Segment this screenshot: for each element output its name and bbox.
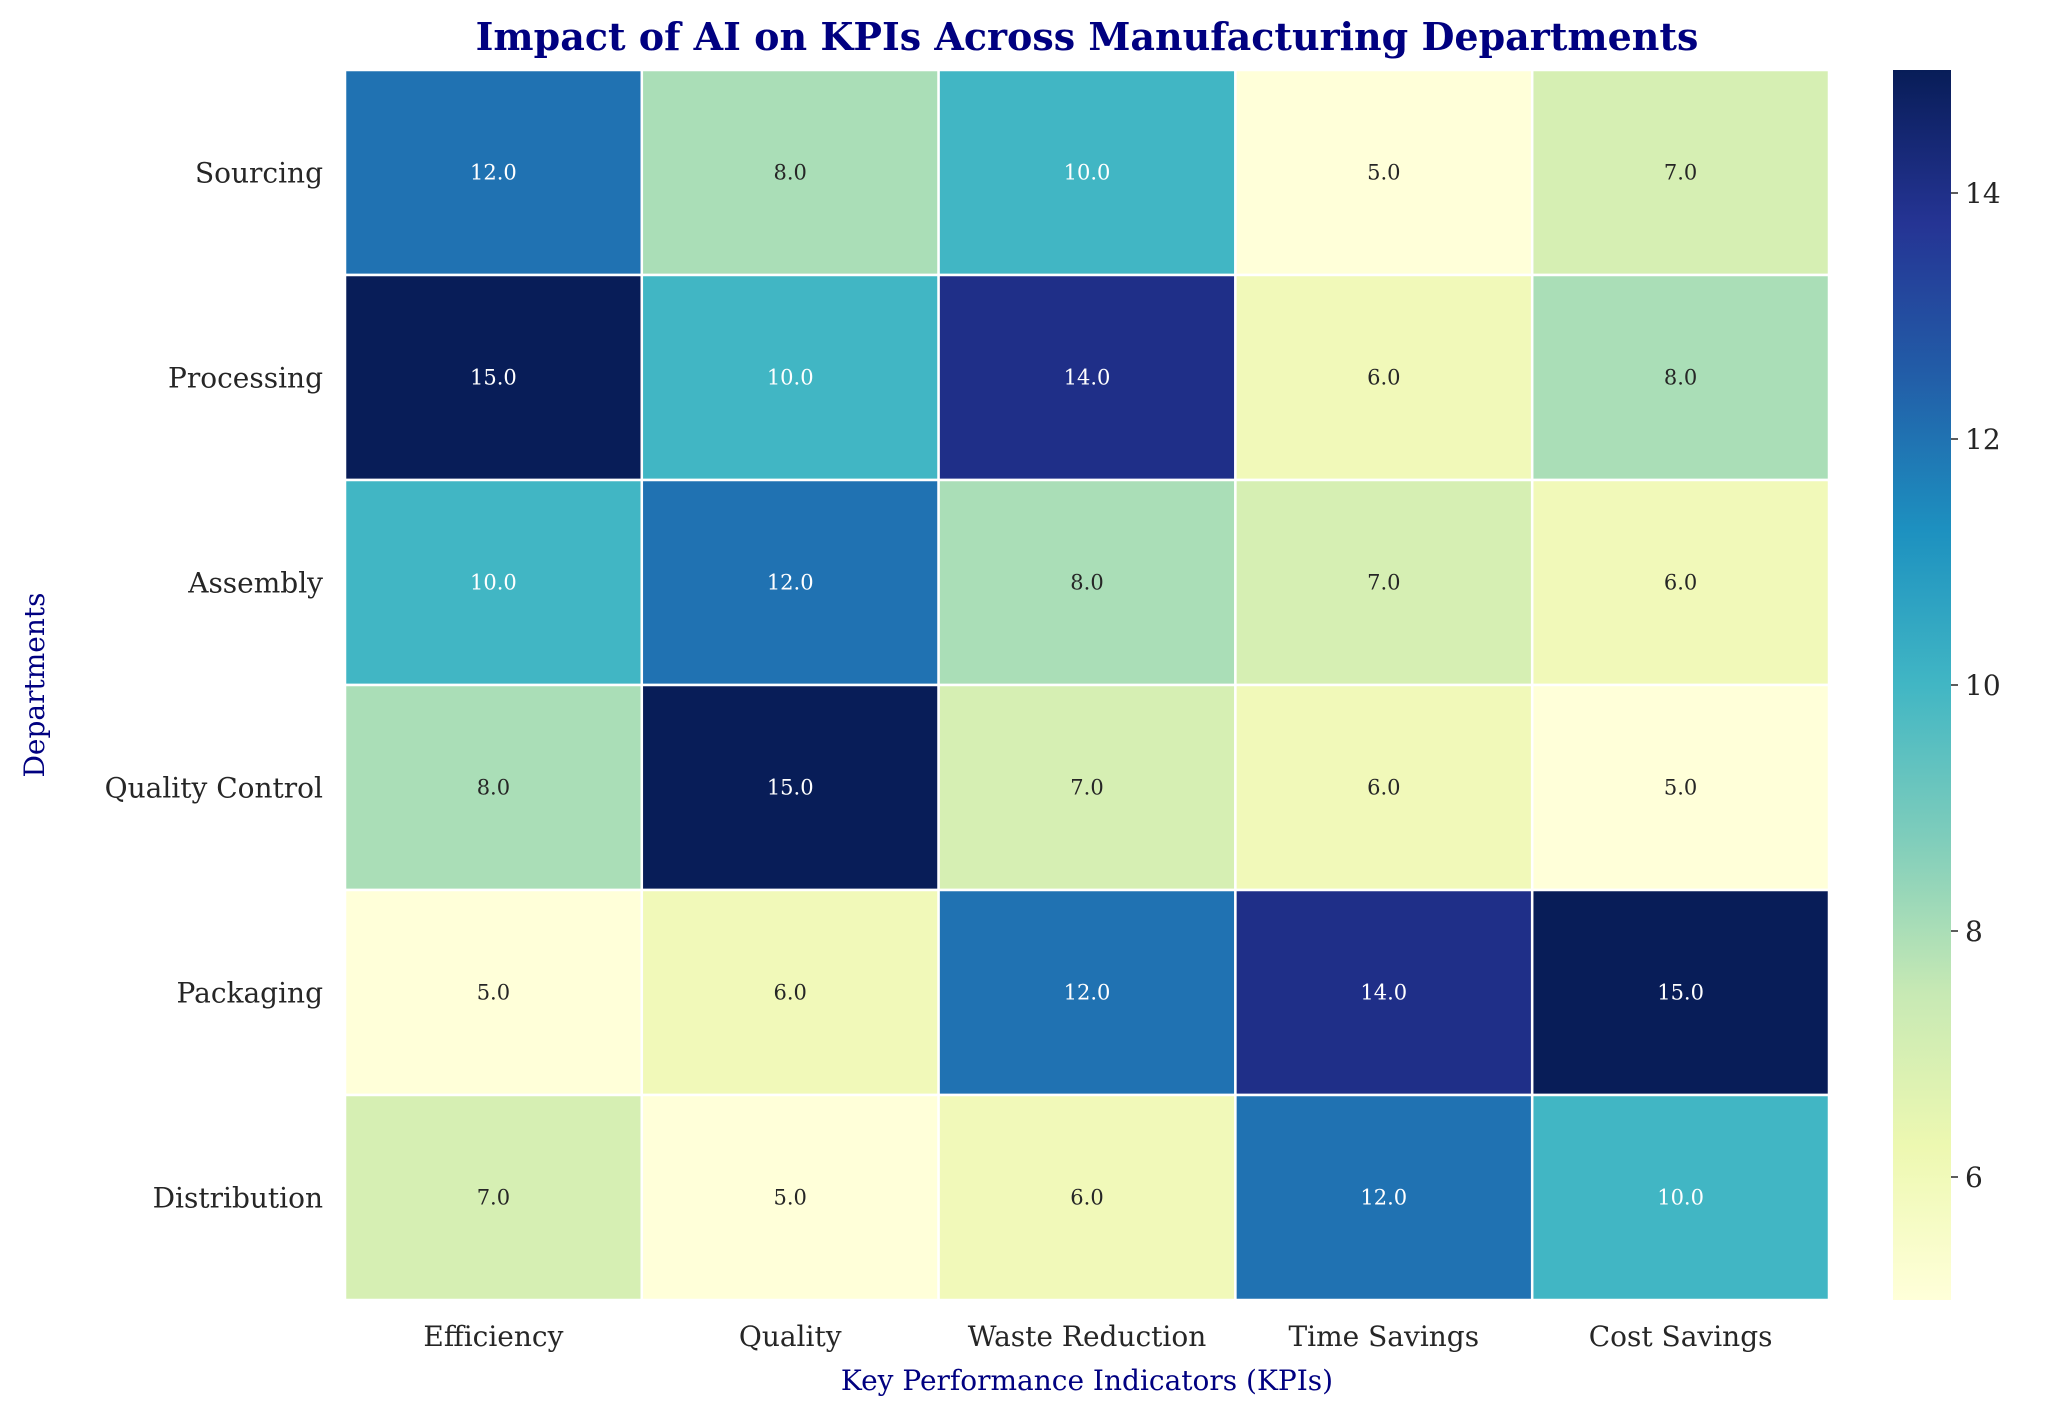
cell-label: 12.0 <box>1360 1186 1407 1210</box>
cell-label: 7.0 <box>1664 161 1697 185</box>
y-tick-label: Sourcing <box>195 157 323 190</box>
chart-title: Impact of AI on KPIs Across Manufacturin… <box>475 14 1699 59</box>
heatmap-cell <box>640 478 940 687</box>
cell-label: 6.0 <box>1367 366 1400 390</box>
heatmap-cell <box>1234 888 1534 1097</box>
x-tick-label: Efficiency <box>423 1320 563 1353</box>
cell-label: 8.0 <box>1664 366 1697 390</box>
cell-label: 5.0 <box>1367 161 1400 185</box>
cell-label: 12.0 <box>470 161 517 185</box>
heatmap-cell <box>937 683 1237 892</box>
heatmap-cell <box>343 68 644 277</box>
cell-label: 12.0 <box>767 571 814 595</box>
colorbar-tick-label: 6 <box>1965 1161 1983 1194</box>
heatmap-cell <box>1234 68 1534 277</box>
heatmap-cell <box>1530 888 1831 1097</box>
y-tick-label: Distribution <box>153 1182 323 1215</box>
cell-label: 6.0 <box>1664 571 1697 595</box>
y-axis-label: Departments <box>18 592 51 777</box>
x-axis-label: Key Performance Indicators (KPIs) <box>841 1364 1333 1397</box>
cell-label: 6.0 <box>1367 776 1400 800</box>
heatmap-cell <box>640 273 940 482</box>
heatmap-cell <box>937 478 1237 687</box>
heatmap-cell <box>640 888 940 1097</box>
heatmap-cell <box>343 888 644 1097</box>
cell-label: 14.0 <box>1064 366 1111 390</box>
heatmap-cell <box>937 273 1237 482</box>
colorbar-tick-label: 14 <box>1965 177 2001 210</box>
cell-label: 5.0 <box>1664 776 1697 800</box>
cell-label: 15.0 <box>470 366 517 390</box>
colorbar-tick-label: 12 <box>1965 423 2001 456</box>
heatmap-cell <box>343 683 644 892</box>
y-tick-label: Processing <box>168 362 323 395</box>
cell-label: 5.0 <box>477 981 510 1005</box>
x-tick-label: Quality <box>739 1320 842 1353</box>
cell-label: 15.0 <box>767 776 814 800</box>
heatmap-cell <box>1234 1093 1534 1302</box>
cell-label: 6.0 <box>1070 1186 1103 1210</box>
y-tick-label: Assembly <box>187 567 323 600</box>
cell-label: 10.0 <box>470 571 517 595</box>
cell-label: 5.0 <box>773 1186 806 1210</box>
cell-label: 12.0 <box>1064 981 1111 1005</box>
cell-label: 6.0 <box>773 981 806 1005</box>
cell-label: 8.0 <box>1070 571 1103 595</box>
colorbar-tick-label: 10 <box>1965 669 2001 702</box>
heatmap-cell <box>1234 478 1534 687</box>
cell-label: 14.0 <box>1360 981 1407 1005</box>
heatmap-cell <box>343 1093 644 1302</box>
cell-label: 7.0 <box>1070 776 1103 800</box>
heatmap-cell <box>1530 1093 1831 1302</box>
x-tick-label: Cost Savings <box>1589 1320 1773 1353</box>
cell-label: 15.0 <box>1657 981 1704 1005</box>
heatmap-cell <box>640 68 940 277</box>
cell-label: 8.0 <box>477 776 510 800</box>
x-tick-label: Time Savings <box>1288 1320 1479 1353</box>
y-tick-label: Quality Control <box>105 772 323 805</box>
x-tick-label: Waste Reduction <box>968 1320 1207 1353</box>
heatmap-cell <box>1530 683 1831 892</box>
cell-label: 8.0 <box>773 161 806 185</box>
y-tick-label: Packaging <box>177 977 324 1010</box>
heatmap-cell <box>1234 683 1534 892</box>
cell-label: 10.0 <box>767 366 814 390</box>
heatmap-cell <box>1530 273 1831 482</box>
heatmap-cell <box>937 888 1237 1097</box>
cell-label: 10.0 <box>1064 161 1111 185</box>
heatmap-cell <box>1234 273 1534 482</box>
cell-label: 7.0 <box>477 1186 510 1210</box>
colorbar-tick-label: 8 <box>1965 915 1983 948</box>
cell-label: 10.0 <box>1657 1186 1704 1210</box>
heatmap-cell <box>937 68 1237 277</box>
cell-label: 7.0 <box>1367 571 1400 595</box>
colorbar <box>1893 70 1951 1300</box>
heatmap-cell <box>1530 478 1831 687</box>
heatmap-cell <box>640 683 940 892</box>
